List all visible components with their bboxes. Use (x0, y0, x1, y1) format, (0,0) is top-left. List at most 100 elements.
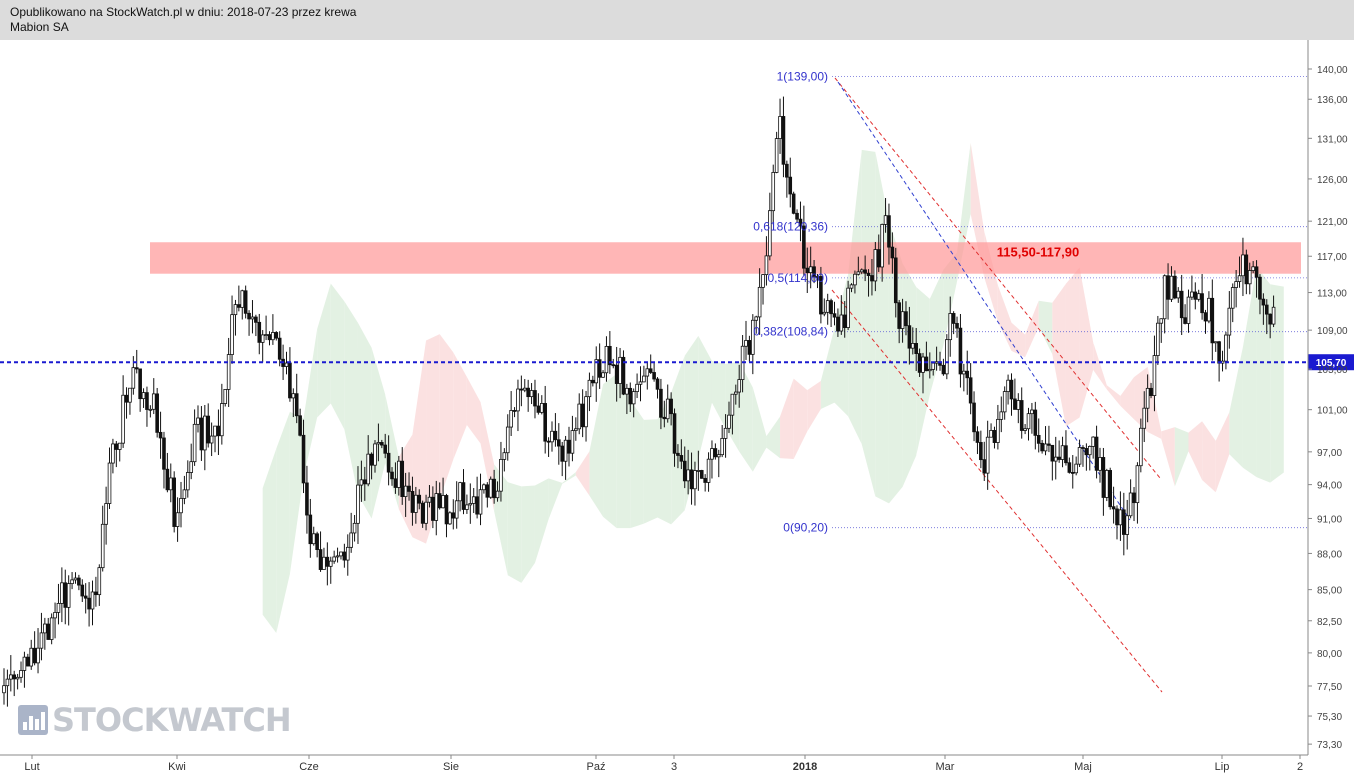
candle-body (560, 445, 565, 462)
candle-body (478, 489, 483, 515)
candle-body (788, 176, 793, 195)
cloud-segment (589, 384, 604, 517)
y-tick-label: 121,00 (1317, 217, 1348, 228)
candle-body (941, 364, 946, 375)
candle-body (955, 323, 959, 329)
candle-body (43, 623, 47, 634)
candle-body (577, 403, 582, 430)
candle-body (369, 453, 374, 466)
candle-body (298, 415, 302, 436)
candle-body (686, 469, 690, 482)
candle-body (1213, 341, 1218, 344)
candle-body (1254, 266, 1259, 278)
candle-body (240, 290, 245, 308)
candle-body (36, 647, 40, 664)
candle-body (509, 410, 513, 428)
cloud-segment (344, 301, 358, 495)
candle-body (434, 493, 439, 521)
candle-body (151, 393, 156, 410)
candle-body (366, 453, 370, 485)
candle-body (128, 387, 132, 403)
candle-body (175, 512, 180, 527)
candle-body (757, 286, 762, 318)
candle-body (15, 676, 20, 680)
candle-body (49, 617, 54, 640)
fib-label: 1(139,00) (777, 69, 828, 83)
candle-body (199, 417, 204, 451)
cloud-segment (616, 373, 631, 529)
candle-body (179, 498, 183, 514)
candle-body (339, 551, 343, 557)
y-tick-label: 77,50 (1317, 682, 1342, 693)
candle-body (999, 411, 1004, 420)
candle-body (332, 556, 336, 562)
candle-body (66, 583, 71, 608)
y-tick-label: 117,00 (1317, 252, 1347, 263)
candle-body (499, 458, 503, 492)
cloud-segment (848, 149, 862, 445)
candle-body (216, 425, 221, 437)
candle-body (294, 393, 299, 417)
cloud-segment (317, 283, 331, 418)
cloud-segment (521, 485, 535, 583)
candle-body (39, 632, 44, 649)
candle-body (1183, 317, 1187, 324)
candle-body (948, 313, 953, 341)
candle-body (676, 452, 680, 456)
candle-body (192, 423, 197, 463)
cloud-segment (643, 419, 658, 524)
candle-body (70, 579, 74, 585)
candle-body (22, 656, 27, 671)
candle-body (1271, 306, 1276, 325)
candle-body (427, 496, 432, 503)
candle-body (356, 484, 360, 524)
candle-body (131, 367, 136, 389)
candle-body (145, 392, 149, 410)
candle-body (594, 359, 599, 384)
candle-body (1026, 413, 1031, 430)
candle-body (1125, 515, 1130, 535)
candle-body (870, 275, 874, 282)
candle-body (812, 266, 816, 278)
candle-body (1268, 313, 1272, 325)
candle-body (522, 387, 527, 391)
candle-body (1227, 307, 1232, 336)
candle-body (529, 390, 534, 398)
candle-body (352, 522, 357, 534)
candle-body (682, 460, 687, 482)
candle-body (808, 266, 813, 274)
candle-body (996, 418, 1000, 443)
candle-body (567, 439, 571, 454)
candle-body (362, 479, 367, 485)
candle-body (543, 403, 547, 442)
ichimoku-cloud (262, 142, 1284, 633)
candle-body (526, 387, 530, 398)
candle-body (1193, 291, 1198, 300)
candle-body (1040, 442, 1044, 452)
candle-body (539, 403, 544, 413)
candle-body (951, 313, 956, 324)
last-price-label: 105,70 (1316, 358, 1347, 369)
candle-body (989, 430, 993, 438)
y-tick-label: 113,00 (1317, 289, 1347, 300)
candle-body (1156, 322, 1160, 356)
cloud-segment (289, 411, 304, 574)
candle-body (111, 443, 115, 464)
candle-body (288, 362, 292, 399)
candle-body (220, 403, 224, 437)
candle-body (189, 461, 194, 473)
cloud-segment (466, 376, 481, 444)
candle-body (1159, 318, 1164, 324)
candle-body (165, 468, 170, 491)
candle-body (1002, 391, 1007, 413)
candle-body (465, 504, 469, 510)
candle-body (979, 442, 983, 461)
candle-body (975, 431, 980, 443)
axes: 140,00 136,00 131,00 126,00 121,00 117,00 113,… (0, 40, 1348, 773)
candle-body (1234, 281, 1238, 288)
candle-body (764, 255, 769, 276)
cloud-segment (1106, 385, 1121, 406)
candle-body (696, 470, 701, 472)
candle-body (693, 470, 697, 490)
candle-body (652, 372, 656, 380)
